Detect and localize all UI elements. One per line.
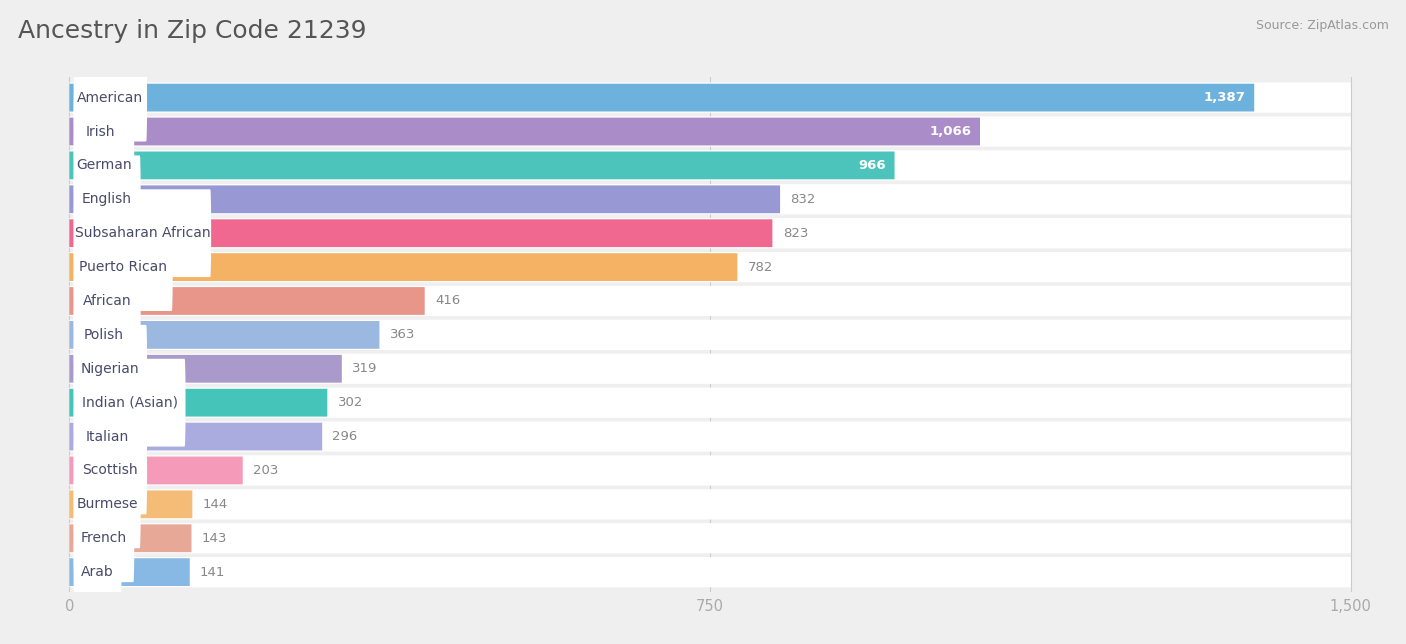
- Text: 296: 296: [332, 430, 357, 443]
- Text: 143: 143: [201, 532, 228, 545]
- FancyBboxPatch shape: [69, 455, 1351, 486]
- Text: 823: 823: [783, 227, 808, 240]
- FancyBboxPatch shape: [69, 150, 1351, 180]
- FancyBboxPatch shape: [73, 223, 173, 311]
- FancyBboxPatch shape: [69, 354, 1351, 384]
- FancyBboxPatch shape: [69, 252, 1351, 282]
- Text: Subsaharan African: Subsaharan African: [75, 226, 209, 240]
- FancyBboxPatch shape: [69, 320, 1351, 350]
- Text: Scottish: Scottish: [83, 464, 138, 477]
- FancyBboxPatch shape: [73, 189, 211, 277]
- FancyBboxPatch shape: [69, 524, 191, 552]
- Text: French: French: [82, 531, 127, 545]
- Text: 1,066: 1,066: [929, 125, 972, 138]
- FancyBboxPatch shape: [69, 287, 425, 315]
- FancyBboxPatch shape: [73, 325, 148, 413]
- FancyBboxPatch shape: [69, 489, 1351, 520]
- Text: American: American: [77, 91, 143, 104]
- Text: 203: 203: [253, 464, 278, 477]
- Text: 302: 302: [337, 396, 363, 409]
- FancyBboxPatch shape: [69, 82, 1351, 113]
- FancyBboxPatch shape: [69, 355, 342, 383]
- FancyBboxPatch shape: [69, 491, 193, 518]
- FancyBboxPatch shape: [69, 388, 1351, 418]
- FancyBboxPatch shape: [69, 184, 1351, 214]
- FancyBboxPatch shape: [73, 495, 134, 582]
- FancyBboxPatch shape: [73, 53, 148, 142]
- FancyBboxPatch shape: [73, 393, 141, 480]
- Text: 832: 832: [790, 193, 815, 206]
- FancyBboxPatch shape: [69, 389, 328, 417]
- FancyBboxPatch shape: [73, 257, 141, 345]
- FancyBboxPatch shape: [73, 528, 121, 616]
- Text: Ancestry in Zip Code 21239: Ancestry in Zip Code 21239: [18, 19, 367, 43]
- FancyBboxPatch shape: [69, 117, 1351, 147]
- Text: Italian: Italian: [86, 430, 129, 444]
- FancyBboxPatch shape: [69, 118, 980, 146]
- Text: 319: 319: [352, 363, 377, 375]
- Text: Source: ZipAtlas.com: Source: ZipAtlas.com: [1256, 19, 1389, 32]
- FancyBboxPatch shape: [69, 286, 1351, 316]
- Text: Puerto Rican: Puerto Rican: [79, 260, 167, 274]
- Text: 363: 363: [389, 328, 415, 341]
- Text: African: African: [83, 294, 131, 308]
- FancyBboxPatch shape: [69, 84, 1254, 111]
- FancyBboxPatch shape: [69, 523, 1351, 553]
- FancyBboxPatch shape: [69, 185, 780, 213]
- Text: 782: 782: [748, 261, 773, 274]
- FancyBboxPatch shape: [69, 558, 190, 586]
- Text: Arab: Arab: [82, 565, 114, 579]
- Text: Irish: Irish: [86, 124, 115, 138]
- Text: Burmese: Burmese: [76, 497, 138, 511]
- FancyBboxPatch shape: [69, 151, 894, 179]
- Text: Polish: Polish: [84, 328, 124, 342]
- Text: English: English: [82, 193, 132, 206]
- Text: 1,387: 1,387: [1204, 91, 1246, 104]
- Text: 144: 144: [202, 498, 228, 511]
- FancyBboxPatch shape: [69, 321, 380, 349]
- FancyBboxPatch shape: [69, 457, 243, 484]
- FancyBboxPatch shape: [73, 359, 186, 446]
- FancyBboxPatch shape: [73, 460, 141, 548]
- FancyBboxPatch shape: [73, 155, 141, 243]
- FancyBboxPatch shape: [69, 421, 1351, 451]
- Text: Indian (Asian): Indian (Asian): [82, 395, 177, 410]
- FancyBboxPatch shape: [73, 88, 128, 175]
- FancyBboxPatch shape: [73, 426, 148, 515]
- Text: 416: 416: [434, 294, 460, 307]
- Text: 966: 966: [859, 159, 886, 172]
- FancyBboxPatch shape: [73, 291, 134, 379]
- FancyBboxPatch shape: [69, 253, 737, 281]
- FancyBboxPatch shape: [69, 422, 322, 450]
- FancyBboxPatch shape: [69, 220, 772, 247]
- FancyBboxPatch shape: [73, 122, 134, 209]
- FancyBboxPatch shape: [69, 557, 1351, 587]
- Text: 141: 141: [200, 565, 225, 579]
- Text: German: German: [76, 158, 132, 173]
- FancyBboxPatch shape: [69, 218, 1351, 249]
- Text: Nigerian: Nigerian: [82, 362, 139, 376]
